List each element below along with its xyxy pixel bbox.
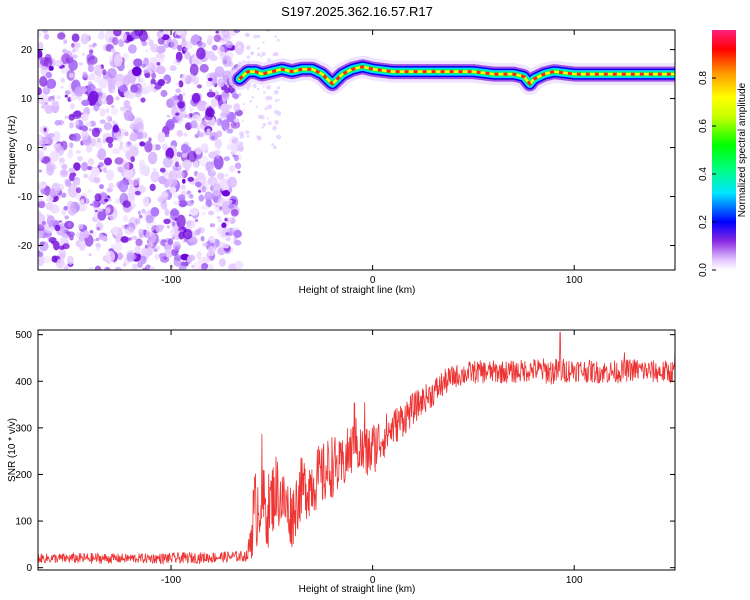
spectrogram-y-axis-label: Frequency (Hz) <box>7 116 18 185</box>
y-tick-label: 10 <box>21 94 33 105</box>
colorbar-tick-label: 0.4 <box>698 167 709 181</box>
y-tick-label: 0 <box>26 143 32 154</box>
spectrogram-noise-region <box>38 30 282 270</box>
snr-x-ticks: -100 0 100 <box>161 330 583 586</box>
spectrogram-frame <box>37 29 676 271</box>
snr-y-ticks: 0 100 200 300 400 500 <box>15 330 675 574</box>
colorbar: 0.0 0.2 0.4 0.6 0.8 Normalized spectral ampl… <box>698 30 748 277</box>
colorbar-gradient <box>712 30 736 270</box>
snr-frame <box>37 329 676 571</box>
spectrogram-trace <box>228 55 675 95</box>
spectrogram-y-ticks: -20 -10 0 10 20 <box>18 45 675 252</box>
colorbar-tick-label: 0.0 <box>698 263 709 277</box>
snr-panel: -100 0 100 0 100 200 300 400 500 Height of stra… <box>7 329 676 595</box>
figure-title: S197.2025.362.16.57.R17 <box>281 4 433 19</box>
y-tick-label: 0 <box>26 563 32 574</box>
spectrogram-x-ticks: -100 0 100 <box>161 30 583 286</box>
y-tick-label: 200 <box>15 470 32 481</box>
y-tick-label: 300 <box>15 423 32 434</box>
y-tick-label: 500 <box>15 330 32 341</box>
x-tick-label: -100 <box>161 275 181 286</box>
y-tick-label: 100 <box>15 517 32 528</box>
x-tick-label: 100 <box>566 575 583 586</box>
y-tick-label: 20 <box>21 45 33 56</box>
trace-band-layer <box>238 65 675 86</box>
y-tick-label: 400 <box>15 377 32 388</box>
colorbar-ticks: 0.0 0.2 0.4 0.6 0.8 <box>698 71 716 277</box>
colorbar-tick-label: 0.2 <box>698 215 709 229</box>
spectrogram-x-axis-label: Height of straight line (km) <box>299 285 416 296</box>
snr-series-line <box>38 331 675 565</box>
snr-y-axis-label: SNR (10 * v/v) <box>7 418 18 482</box>
x-tick-label: 100 <box>566 275 583 286</box>
snr-x-axis-label: Height of straight line (km) <box>299 584 416 595</box>
colorbar-tick-label: 0.6 <box>698 119 709 133</box>
colorbar-tick-label: 0.8 <box>698 71 709 85</box>
x-tick-label: 0 <box>370 275 376 286</box>
colorbar-label: Normalized spectral amplitude <box>737 82 748 217</box>
x-tick-label: 0 <box>370 575 376 586</box>
y-tick-label: -10 <box>18 192 33 203</box>
y-tick-label: -20 <box>18 241 33 252</box>
x-tick-label: -100 <box>161 575 181 586</box>
